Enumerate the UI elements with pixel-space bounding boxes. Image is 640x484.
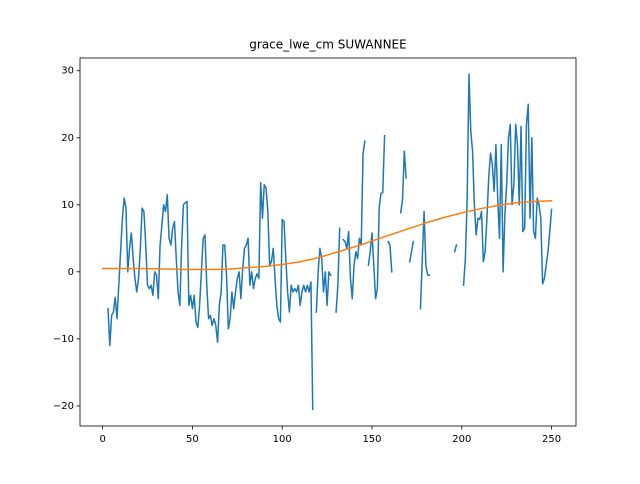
x-tick-label: 50 <box>186 434 199 445</box>
x-tick-label: 250 <box>542 434 561 445</box>
x-tick-label: 100 <box>273 434 292 445</box>
x-tick-label: 0 <box>99 434 105 445</box>
y-tick-label: −20 <box>53 401 74 412</box>
y-tick-label: −10 <box>53 334 74 345</box>
x-tick-label: 200 <box>452 434 471 445</box>
x-tick-label: 150 <box>362 434 381 445</box>
y-tick-label: 0 <box>68 267 74 278</box>
y-tick-label: 30 <box>61 66 74 77</box>
y-tick-label: 10 <box>61 200 74 211</box>
data-line <box>107 73 553 411</box>
plot-frame <box>79 57 577 427</box>
data-line <box>101 200 553 271</box>
chart-title: grace_lwe_cm SUWANNEE <box>249 38 406 52</box>
y-tick-label: 20 <box>61 133 74 144</box>
